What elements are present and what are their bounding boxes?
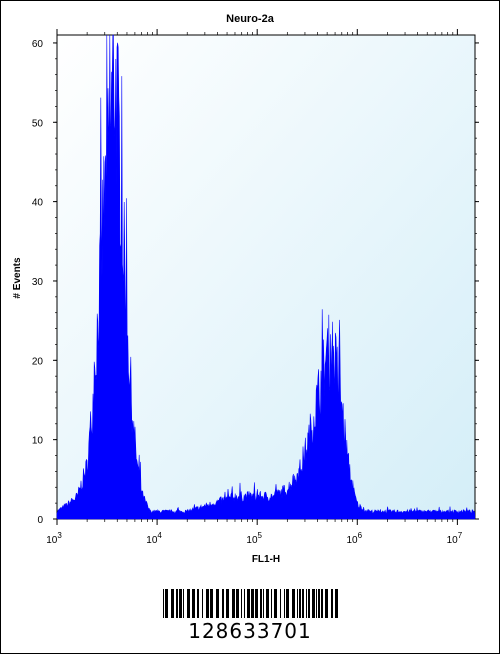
barcode-bar: [192, 589, 195, 618]
barcode-bar: [163, 589, 164, 618]
x-axis-ticks: 103 104 105 106 107: [46, 29, 463, 546]
chart-title: Neuro-2a: [226, 13, 275, 25]
barcode-bar: [171, 589, 174, 618]
barcode-bar: [274, 589, 277, 618]
barcode-bar: [210, 589, 213, 618]
x-axis-label: FL1-H: [252, 554, 280, 565]
x-tick-label: 104: [146, 531, 162, 546]
barcode-bar: [286, 589, 289, 618]
histogram-series: [56, 34, 476, 520]
barcode-bar: [197, 589, 199, 618]
barcode-bar: [179, 589, 182, 618]
barcode-bar: [176, 589, 178, 618]
barcode-number: 128633701: [188, 619, 312, 643]
barcode-bar: [292, 589, 295, 618]
barcode-bar: [299, 589, 301, 618]
barcode-bar: [247, 589, 250, 618]
barcode-bar: [244, 589, 245, 618]
barcode-bar: [302, 589, 304, 618]
y-tick-label: 40: [32, 198, 44, 209]
y-axis-label: # Events: [12, 257, 23, 299]
barcode-bar: [183, 589, 184, 618]
barcode-bar: [226, 589, 229, 618]
barcode-bar: [206, 589, 209, 618]
x-tick-label: 107: [447, 531, 463, 546]
y-tick-label: 30: [32, 277, 44, 288]
y-tick-label: 0: [37, 515, 43, 526]
x-tick-label: 106: [346, 531, 362, 546]
barcode-bar: [316, 589, 317, 618]
barcode-bar: [284, 589, 285, 618]
barcode-bar: [222, 589, 224, 618]
y-tick-label: 10: [32, 436, 44, 447]
barcode-bar: [241, 589, 242, 618]
barcode-bar: [236, 589, 239, 618]
barcode-bar: [321, 589, 323, 618]
y-tick-label: 60: [32, 39, 44, 50]
barcode-bar: [251, 589, 254, 618]
barcode-bar: [266, 589, 269, 618]
x-tick-label: 103: [46, 531, 62, 546]
barcode-bar: [202, 589, 203, 618]
histogram-area: [56, 34, 476, 520]
barcode-bar: [318, 589, 320, 618]
y-tick-label: 50: [32, 118, 44, 129]
barcode-bar: [308, 589, 310, 618]
barcode-bar: [165, 589, 168, 618]
y-axis-ticks: 0 10 20 30 40 50 60: [32, 39, 479, 526]
barcode-bar: [306, 589, 307, 618]
barcode-bar: [271, 589, 272, 618]
barcode-bar: [255, 589, 258, 618]
barcode-bar: [335, 589, 338, 618]
barcode-bar: [312, 589, 315, 618]
y-tick-label: 20: [32, 356, 44, 367]
barcode-bar: [297, 589, 298, 618]
barcode-bar: [187, 589, 190, 618]
barcode-image: [163, 589, 338, 618]
barcode-bar: [325, 589, 328, 618]
barcode-bar: [331, 589, 333, 618]
barcode-bar: [216, 589, 219, 618]
x-tick-label: 105: [246, 531, 262, 546]
barcode-bar: [260, 589, 262, 618]
barcode-bar: [263, 589, 264, 618]
barcode-bar: [232, 589, 235, 618]
barcode-bar: [280, 589, 281, 618]
